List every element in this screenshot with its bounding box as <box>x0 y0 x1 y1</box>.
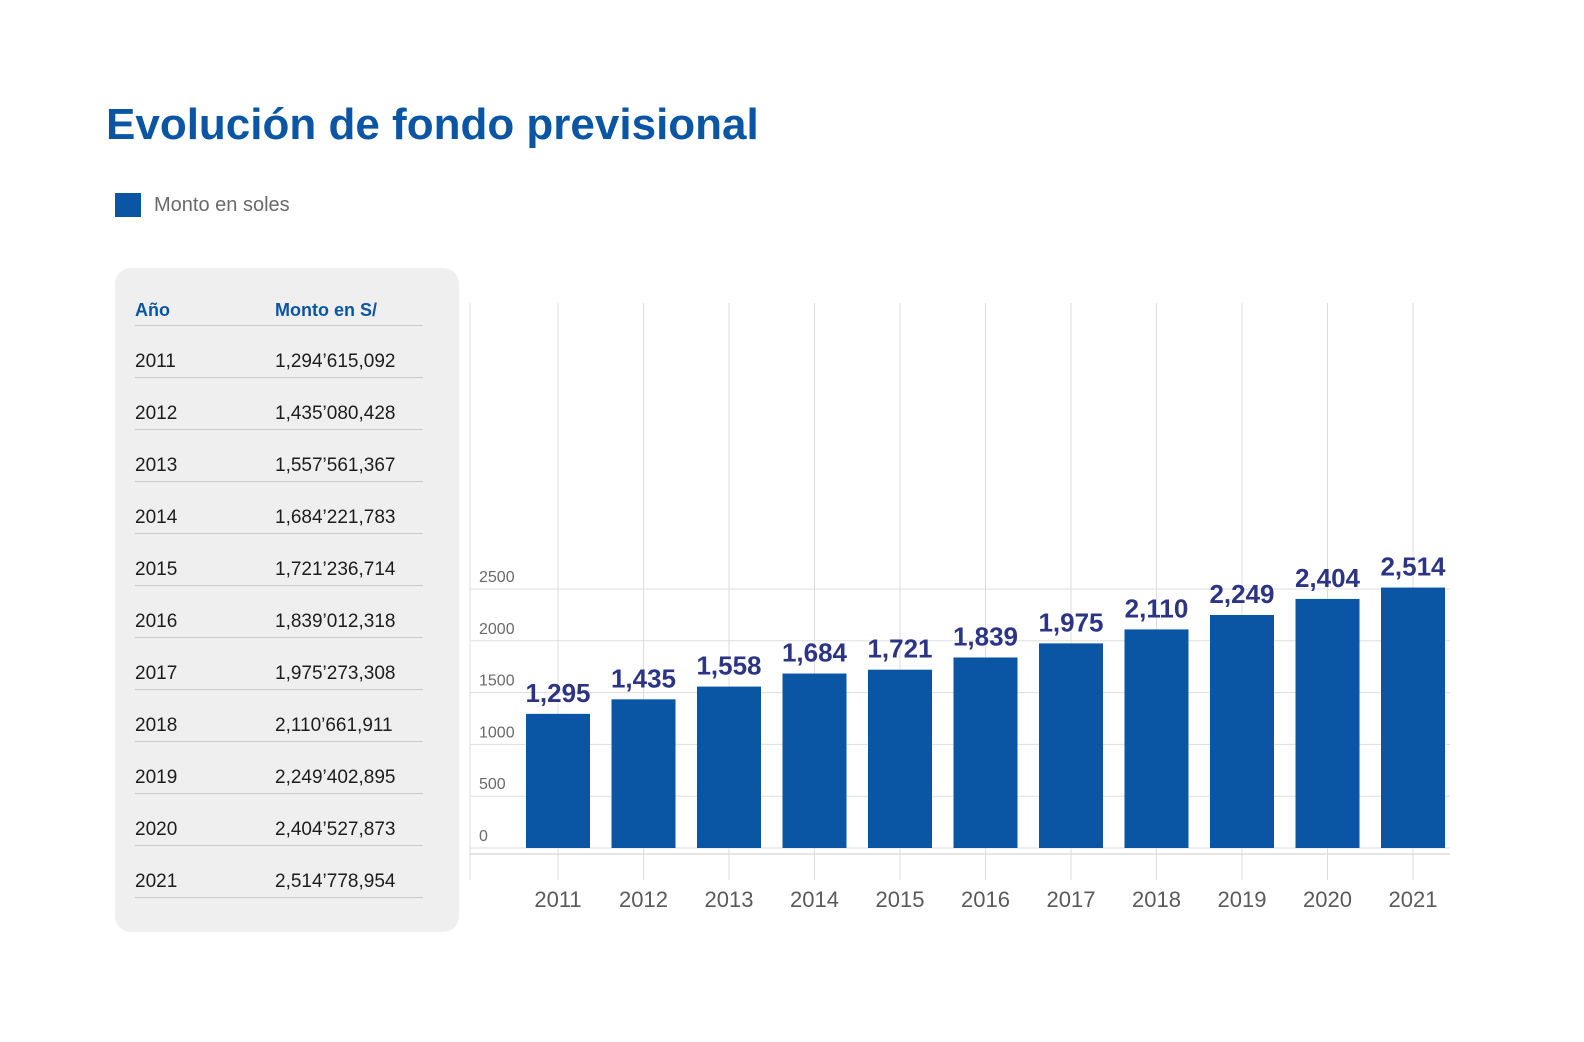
x-tick-label: 2012 <box>619 887 668 912</box>
x-tick-label: 2016 <box>961 887 1010 912</box>
bar-value-label: 2,110 <box>1125 593 1189 623</box>
row-amount: 1,839’012,318 <box>275 611 396 632</box>
x-tick-label: 2017 <box>1047 887 1096 912</box>
chart-title: Evolución de fondo previsional <box>106 100 759 149</box>
row-amount: 1,684’221,783 <box>275 507 396 528</box>
table-row: 2015 1,721’236,714 <box>135 534 423 586</box>
row-year: 2020 <box>135 819 178 840</box>
bar-value-label: 2,514 <box>1380 552 1446 582</box>
row-year: 2013 <box>135 455 178 476</box>
table-row: 2016 1,839’012,318 <box>135 586 423 638</box>
bar-value-label: 2,404 <box>1295 563 1361 593</box>
legend-swatch <box>115 193 141 217</box>
legend-label: Monto en soles <box>154 193 290 216</box>
table-row: 2011 1,294’615,092 <box>135 326 423 378</box>
x-tick-label: 2021 <box>1389 887 1438 912</box>
table-row: 2021 2,514’778,954 <box>135 846 423 898</box>
x-tick-label: 2019 <box>1218 887 1267 912</box>
row-amount: 1,557’561,367 <box>275 455 396 476</box>
x-tick-label: 2013 <box>705 887 754 912</box>
table-row: 2019 2,249’402,895 <box>135 742 423 794</box>
row-year: 2015 <box>135 559 178 580</box>
row-amount: 1,975’273,308 <box>275 663 396 684</box>
bar-value-label: 1,558 <box>696 651 761 681</box>
row-year: 2019 <box>135 767 178 788</box>
row-year: 2018 <box>135 715 178 736</box>
x-tick-label: 2011 <box>534 887 581 912</box>
bar <box>1295 598 1360 848</box>
row-year: 2014 <box>135 507 178 528</box>
y-tick-label: 0 <box>479 828 488 845</box>
data-table: Año Monto en S/ 2011 1,294’615,092 2012 … <box>115 268 459 932</box>
bar <box>1039 643 1103 848</box>
table-header: Año Monto en S/ <box>135 274 423 326</box>
bar-value-label: 1,721 <box>867 634 932 664</box>
row-year: 2021 <box>135 871 178 892</box>
row-year: 2017 <box>135 663 178 684</box>
row-year: 2016 <box>135 611 178 632</box>
y-tick-label: 2000 <box>479 621 515 638</box>
bar <box>1124 629 1189 848</box>
table-row: 2014 1,684’221,783 <box>135 482 423 534</box>
row-amount: 2,514’778,954 <box>275 871 396 892</box>
bar <box>611 699 676 848</box>
bar-value-label: 1,684 <box>782 638 848 668</box>
y-tick-label: 500 <box>479 776 506 793</box>
bar-value-label: 2,249 <box>1209 579 1274 609</box>
x-tick-label: 2015 <box>876 887 925 912</box>
row-year: 2012 <box>135 403 178 424</box>
row-amount: 1,721’236,714 <box>275 559 396 580</box>
bar <box>953 657 1018 848</box>
row-amount: 2,110’661,911 <box>275 715 393 736</box>
bar <box>526 713 590 848</box>
x-tick-label: 2014 <box>790 887 839 912</box>
table-row: 2017 1,975’273,308 <box>135 638 423 690</box>
x-tick-label: 2018 <box>1132 887 1181 912</box>
x-tick-label: 2020 <box>1303 887 1352 912</box>
legend: Monto en soles <box>115 193 290 217</box>
table-row: 2013 1,557’561,367 <box>135 430 423 482</box>
row-amount: 1,435’080,428 <box>275 403 396 424</box>
row-amount: 2,404’527,873 <box>275 819 396 840</box>
table-row: 2012 1,435’080,428 <box>135 378 423 430</box>
bar <box>782 673 847 848</box>
table-row: 2020 2,404’527,873 <box>135 794 423 846</box>
bar-value-label: 1,295 <box>525 678 590 708</box>
y-tick-label: 1000 <box>479 724 515 741</box>
bar-value-label: 1,839 <box>953 621 1018 651</box>
row-amount: 2,249’402,895 <box>275 767 396 788</box>
bar-value-label: 1,975 <box>1038 607 1103 637</box>
y-tick-label: 1500 <box>479 673 515 690</box>
bar <box>1381 587 1445 848</box>
y-tick-label: 2500 <box>479 569 515 586</box>
header-amount: Monto en S/ <box>275 300 377 320</box>
bar <box>697 686 761 848</box>
bar <box>1210 615 1274 848</box>
table-row: 2018 2,110’661,911 <box>135 690 423 742</box>
bar <box>868 669 932 848</box>
header-year: Año <box>135 300 170 320</box>
row-amount: 1,294’615,092 <box>275 351 396 372</box>
row-year: 2011 <box>135 351 176 372</box>
bar-value-label: 1,435 <box>611 663 676 693</box>
